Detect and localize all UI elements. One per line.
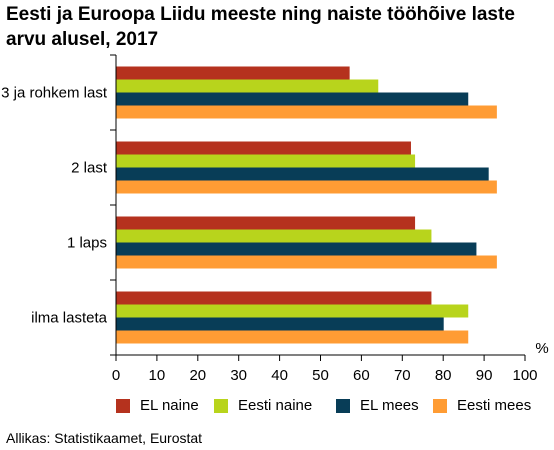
legend-swatch [116, 398, 130, 413]
bar [116, 167, 489, 181]
x-tick-label: 10 [149, 367, 166, 384]
x-tick-label: 80 [435, 367, 452, 384]
legend-swatch [214, 398, 228, 413]
legend-label: EL mees [360, 397, 419, 414]
y-tick-label: 3 ja rohkem last [1, 85, 108, 102]
bar [116, 105, 497, 119]
x-tick-label: 100 [512, 367, 537, 384]
legend-label: EL naine [140, 397, 199, 414]
chart-legend: EL naine Eesti naine EL mees Eesti mees [116, 397, 543, 414]
bar [116, 154, 416, 168]
legend-swatch [433, 398, 447, 413]
legend-label: Eesti naine [238, 397, 313, 414]
legend-item: EL naine [116, 397, 214, 414]
x-tick-label: 0 [112, 367, 120, 384]
legend-label: Eesti mees [457, 397, 532, 414]
legend-item: Eesti naine [214, 397, 336, 414]
x-tick-label: 30 [230, 367, 247, 384]
y-tick-label: ilma lasteta [31, 310, 108, 327]
bar [116, 79, 379, 93]
source-note: Allikas: Statistikaamet, Eurostat [6, 430, 203, 446]
bar [116, 304, 469, 318]
x-tick-label: 50 [312, 367, 329, 384]
legend-swatch [336, 398, 350, 413]
bar [116, 317, 444, 331]
x-tick-label: 70 [394, 367, 411, 384]
x-tick-label: 90 [476, 367, 493, 384]
legend-item: Eesti mees [433, 397, 543, 414]
y-tick-label: 2 last [71, 160, 108, 177]
bar [116, 255, 497, 269]
bar [116, 330, 469, 344]
bar [116, 141, 411, 155]
bar [116, 242, 477, 256]
y-tick-label: 1 laps [67, 235, 107, 252]
chart-title: Eesti ja Euroopa Liidu meeste ning naist… [6, 4, 515, 50]
bar [116, 92, 469, 106]
x-tick-label: 20 [189, 367, 206, 384]
x-axis-label: % [535, 340, 548, 357]
legend-item: EL mees [336, 397, 433, 414]
bar [116, 229, 432, 243]
bar [116, 66, 350, 80]
bar [116, 216, 416, 230]
x-tick-label: 40 [271, 367, 288, 384]
bar [116, 291, 432, 305]
x-tick-label: 60 [353, 367, 370, 384]
bar [116, 180, 497, 194]
